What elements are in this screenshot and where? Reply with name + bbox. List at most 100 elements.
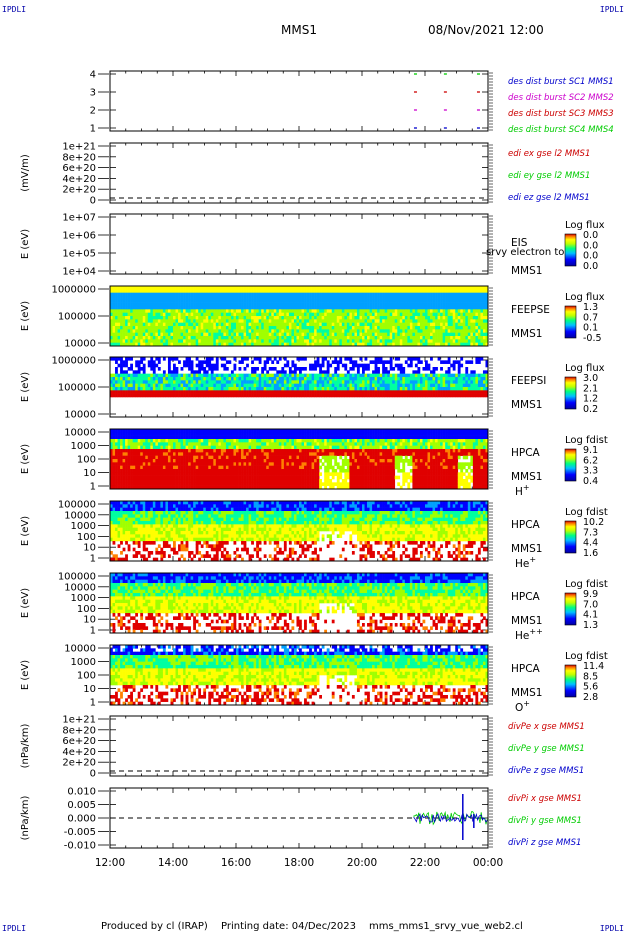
spectro-cell [228,296,232,300]
spectro-cell [276,370,280,374]
spectro-cell [457,363,461,368]
spectro-cell [273,342,277,347]
spectro-cell [437,339,441,343]
spectro-cell [173,363,176,368]
spectro-cell [256,357,259,361]
spectro-cell [180,299,184,303]
spectro-cell [157,329,161,333]
spectro-cell [167,329,171,333]
spectro-cell [268,367,272,371]
spectro-cell [130,380,133,384]
spectro-cell [304,332,307,337]
spectro-cell [112,332,116,337]
spectro-cell [125,309,128,313]
spectro-cell [278,299,282,303]
spectro-cell [377,326,380,330]
spectro-cell [296,339,300,343]
spectro-cell [440,336,443,340]
spectro-cell [331,339,335,343]
spectro-cell [215,289,219,293]
spectro-cell [193,306,196,310]
spectro-cell [334,326,338,330]
spectro-cell [185,299,189,303]
spectro-cell [160,309,164,313]
spectro-cell [283,306,287,310]
spectro-cell [311,289,315,293]
spectro-cell [457,380,461,384]
spectro-cell [110,432,113,436]
spectro-cell [117,363,121,368]
spectro-cell [299,329,302,333]
spectro-cell [319,302,322,307]
spectro-cell [404,377,408,381]
spectro-cell [193,329,196,333]
spectro-cell [482,390,486,394]
spectro-cell [291,322,295,327]
spectro-cell [110,469,113,473]
spectro-cell [193,342,196,347]
spectro-cell [142,462,146,466]
spectro-cell [185,363,189,368]
spectro-cell [311,367,315,371]
spectro-cell [364,296,368,300]
spectro-cell [273,319,277,323]
spectro-cell [188,339,191,343]
spectro-cell [455,319,459,323]
spectro-cell [253,329,257,333]
spectro-cell [188,373,191,378]
spectro-cell [127,387,131,391]
spectro-cell [147,435,151,440]
spectro-cell [225,289,229,293]
spectro-cell [472,383,476,388]
spectro-cell [465,322,469,327]
spectro-cell [110,479,113,483]
spectro-cell [372,299,375,303]
spectro-cell [278,332,282,337]
spectro-cell [266,306,270,310]
spectro-cell [112,485,116,490]
spectro-cell [137,383,141,388]
spectro-cell [394,302,398,307]
spectro-cell [278,370,282,374]
spectro-cell [339,299,343,303]
spectro-cell [445,360,448,364]
spectro-cell [145,342,149,347]
spectro-cell [238,377,242,381]
spectro-cell [223,342,227,347]
spectro-cell [369,319,373,323]
spectro-cell [276,329,280,333]
spectro-cell [112,319,116,323]
spectro-cell [132,452,136,456]
spectro-cell [188,292,191,297]
spectro-cell [273,357,277,361]
spectro-cell [130,377,133,381]
spectro-cell [450,292,454,297]
spectro-cell [296,393,300,398]
spectro-cell [266,342,270,347]
spectro-cell [276,312,280,317]
spectro-cell [321,363,325,368]
spectro-cell [115,469,118,473]
spectro-cell [425,387,428,391]
spectro-cell [301,380,305,384]
spectro-cell [132,329,136,333]
spectro-cell [253,336,257,340]
spectro-cell [213,380,217,384]
spectro-cell [167,289,171,293]
spectro-cell [157,326,161,330]
spectro-cell [261,370,265,374]
spectro-cell [210,296,214,300]
spectro-cell [140,336,144,340]
spectro-cell [190,332,194,337]
spectro-cell [127,432,131,436]
spectro-cell [367,383,370,388]
spectro-cell [157,309,161,313]
spectro-cell [387,377,391,381]
spectro-cell [377,332,380,337]
spectro-cell [208,326,212,330]
spectro-cell [427,367,431,371]
spectro-cell [455,306,459,310]
spectro-cell [465,387,469,391]
spectro-cell [251,309,254,313]
spectro-cell [331,373,335,378]
